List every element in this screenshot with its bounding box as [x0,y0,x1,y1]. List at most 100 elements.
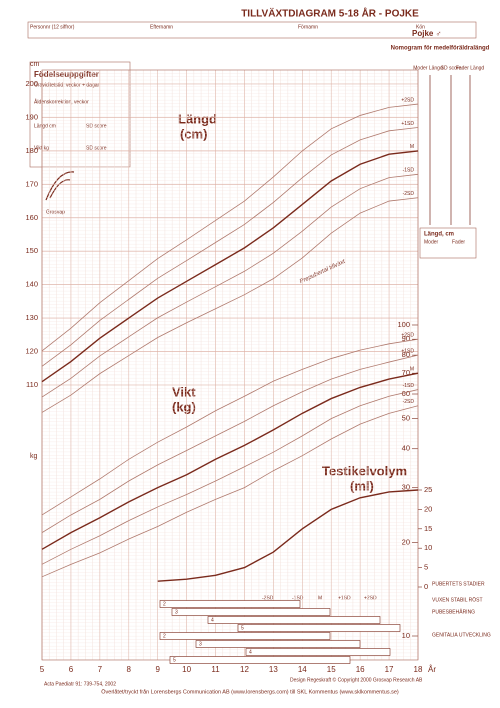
y2-tick-label: 80 [402,350,410,359]
testis-label: Testikelvolym [322,463,407,478]
puberty-bar [171,608,331,616]
stage: 3 [175,609,178,615]
field: SD score [86,145,107,151]
y-tick-label: 170 [25,179,38,188]
footer-ref: Acta Paediatr 91: 739-754, 2002 [44,681,116,687]
field: Vikt kg [34,145,49,151]
sd-label: -2SD [262,595,274,601]
y3-tick-label: 15 [424,524,432,533]
stage: 2 [163,601,166,607]
box-title: Längd, cm [424,232,454,238]
y-tick-label: 110 [26,380,38,389]
curve [41,103,419,352]
y-tick-label: 120 [25,347,38,356]
sd-label: +1SD [338,595,351,601]
x-tick-label: 5 [40,665,45,674]
y3-tick-label: 10 [424,543,432,552]
y-tick-label: 190 [25,112,38,121]
field: Personnr (12 siffror) [30,24,75,30]
logo: Grosvap [46,209,65,215]
y-tick-label: 180 [25,146,38,155]
stage: 2 [163,633,166,639]
y2-tick-label: 10 [402,631,410,640]
x-tick-label: 9 [155,665,160,674]
nomogram-col: Moder Längd [413,65,443,71]
x-tick-label: 6 [69,665,74,674]
x-tick-label: 15 [327,665,336,674]
puberty-bar [159,632,331,640]
curve [41,354,419,533]
x-tick-label: 13 [269,665,278,674]
x-tick-label: 10 [182,665,191,674]
puberty-bar [245,648,391,656]
sd-label: +2SD [364,595,377,601]
field: Kön [416,24,425,30]
series-label: -1SD [403,168,415,174]
x-tick-label: 8 [127,665,132,674]
cm-label: cm [30,61,40,68]
logo-mark [45,171,75,201]
y2-tick-label: 20 [402,537,410,546]
curve [41,389,419,565]
puberty-bar [207,616,381,624]
series-label: M [410,144,414,150]
box-col: Moder [424,239,439,245]
curve [41,127,419,367]
stage: 4 [211,617,214,623]
curve [41,173,419,398]
stage: 5 [241,625,244,631]
x-tick-label: 7 [98,665,103,674]
curve [41,372,419,550]
series-label: M [410,367,414,373]
puberty-bar [237,624,401,632]
testis-unit: (ml) [350,478,374,493]
field: Förnamn [298,24,318,30]
x-tick-label: 11 [211,665,220,674]
weight-label: Vikt [172,384,196,399]
curve [41,405,419,578]
y3-tick-label: 5 [424,563,428,572]
nomogram-title: Nomogram för medelföräldralängd [391,46,490,52]
curve [157,489,419,582]
x-tick-label: 16 [356,665,365,674]
y-tick-label: 140 [25,280,38,289]
sex: Pojke ♂ [412,29,442,38]
y2-tick-label: 30 [402,483,410,492]
height-label: Längd [178,111,217,126]
series-label: -2SD [403,191,415,197]
footer-design: Design Regeskraft © Copyright 2000 Grosv… [290,676,423,683]
field: Efternamn [150,24,173,30]
plot: 5 6 7 8 9 10 11 12 13 14 15 16 17 1811012013014015016… [25,69,432,674]
field: Längd cm [34,123,56,129]
stage: 3 [199,641,202,647]
series-label: +1SD [401,348,414,354]
series-label: +2SD [401,333,414,339]
weight-unit: (kg) [172,399,196,414]
footer-print: Överlåtet/tryckt från Lorensbergs Commun… [101,688,399,695]
y3-tick-label: 0 [424,582,428,591]
y2-tick-label: 40 [402,444,410,453]
y2-tick-label: 60 [402,389,410,398]
nomogram-box [419,227,477,259]
y2-tick-label: 70 [402,368,410,377]
age-unit: År [428,665,436,674]
puberty-row: VUXEN STABIL RÖST [432,596,483,603]
y-tick-label: 150 [25,246,38,255]
birth-title: Födelseuppgifter [34,70,99,79]
x-tick-label: 12 [240,665,249,674]
puberty-bar [169,656,351,664]
stage: 5 [173,657,176,663]
x-tick-label: 17 [385,665,394,674]
y2-tick-label: 100 [397,320,410,329]
nomogram-col: SD score [441,65,462,71]
y3-tick-label: 25 [424,485,432,494]
field: Graviditetstid, veckor + dagar [34,82,100,88]
title: TILLVÄXTDIAGRAM 5-18 ÅR - POJKE [241,7,419,20]
puberty-row: GENITALIA UTVECKLING [432,632,491,638]
sd-label: M [318,595,322,601]
puberty-row: PUBESBEHÅRING [432,608,475,615]
sd-label: -1SD [292,595,304,601]
puberty-row: PUBERTETS STADIER [432,581,485,587]
y-tick-label: 130 [25,313,38,322]
y2-tick-label: 50 [402,414,410,423]
